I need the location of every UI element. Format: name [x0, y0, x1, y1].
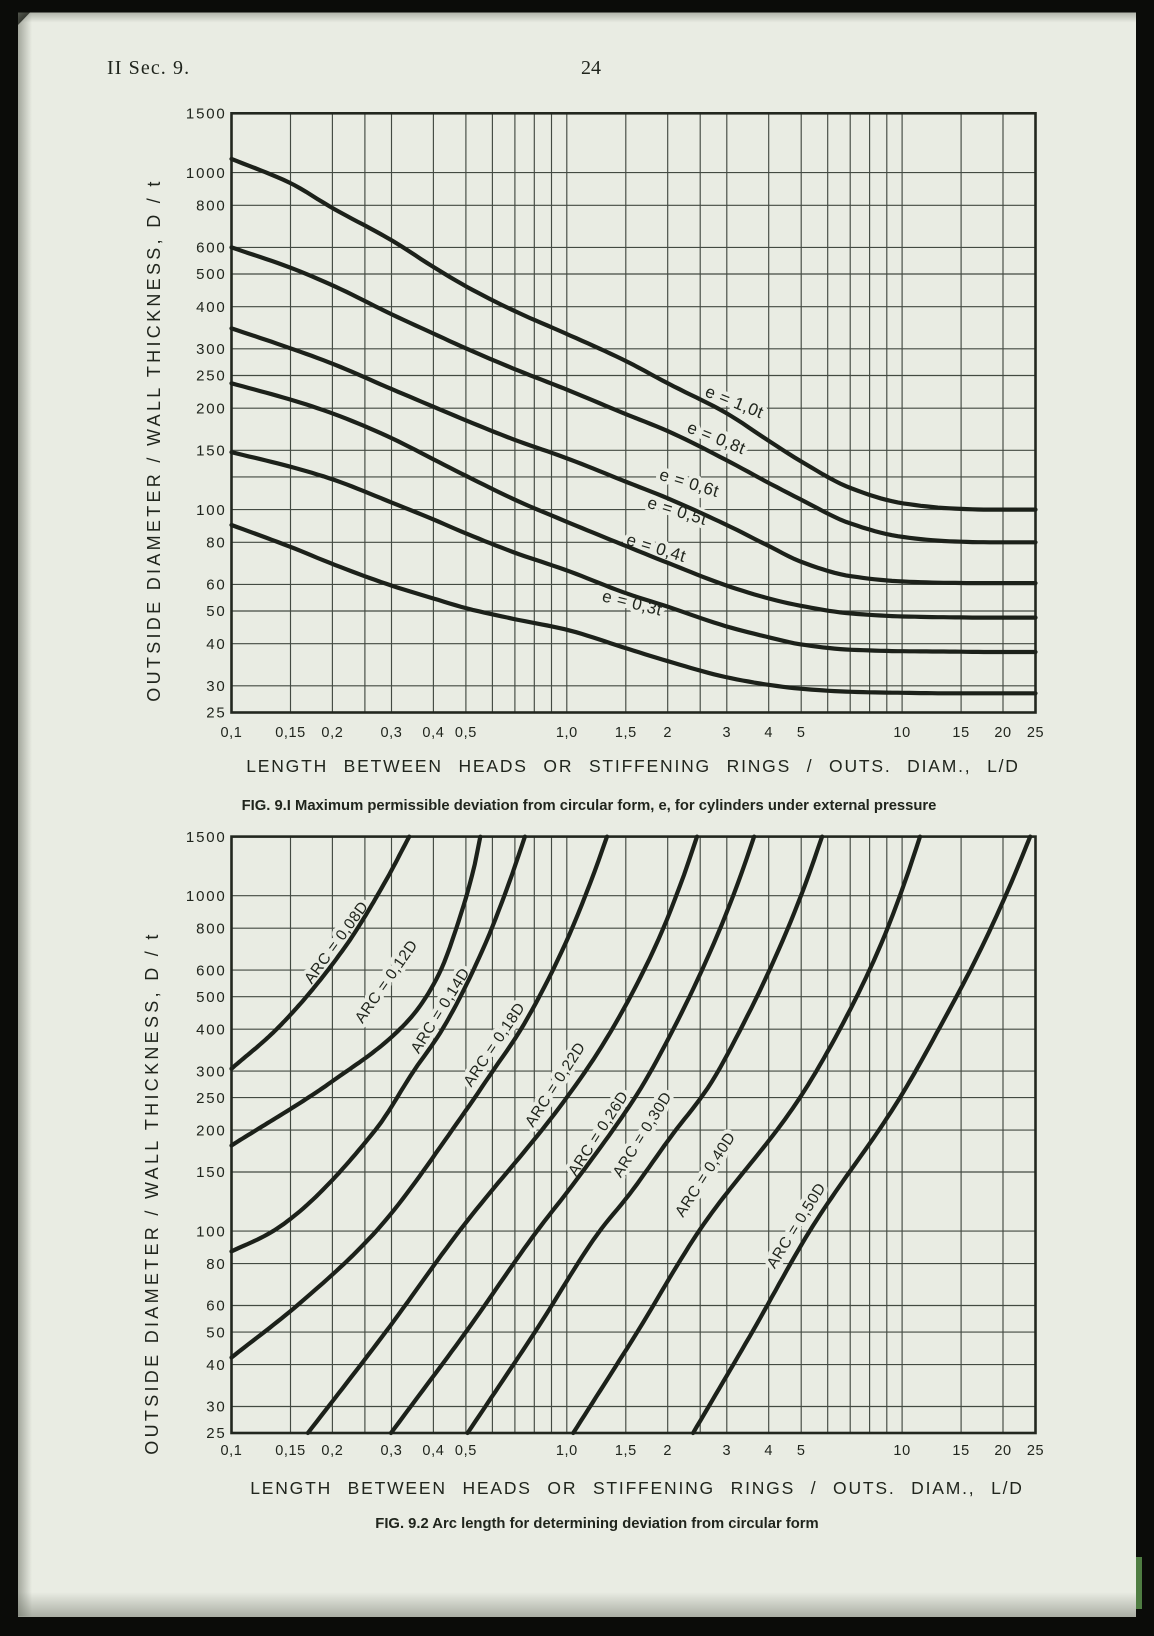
svg-text:1500: 1500: [186, 106, 227, 123]
svg-text:0,15: 0,15: [275, 1443, 306, 1459]
svg-text:2: 2: [663, 1443, 672, 1459]
svg-text:40: 40: [206, 636, 226, 653]
svg-text:0,3: 0,3: [381, 725, 403, 741]
svg-text:5: 5: [797, 725, 806, 741]
svg-text:100: 100: [196, 502, 226, 519]
svg-text:250: 250: [196, 1090, 226, 1107]
svg-text:2: 2: [663, 725, 672, 741]
svg-text:15: 15: [952, 1443, 969, 1459]
svg-text:0,2: 0,2: [321, 1443, 343, 1459]
svg-text:80: 80: [206, 535, 226, 552]
svg-text:500: 500: [196, 266, 226, 283]
svg-text:20: 20: [994, 725, 1011, 741]
svg-text:LENGTH BETWEEN HEADS OR STIFFE: LENGTH BETWEEN HEADS OR STIFFENING RINGS…: [246, 756, 1020, 776]
svg-text:OUTSIDE DIAMETER / WALL THICKN: OUTSIDE DIAMETER / WALL THICKNESS, D / t: [144, 178, 164, 701]
svg-text:3: 3: [722, 725, 731, 741]
svg-text:500: 500: [196, 989, 226, 1006]
svg-text:800: 800: [196, 920, 226, 937]
svg-text:80: 80: [206, 1256, 226, 1273]
svg-text:1,0: 1,0: [556, 1443, 578, 1459]
svg-text:4: 4: [764, 725, 773, 741]
svg-text:5: 5: [797, 1443, 806, 1459]
svg-text:3: 3: [722, 1443, 731, 1459]
svg-text:0,1: 0,1: [221, 1443, 243, 1459]
svg-text:0,1: 0,1: [221, 725, 243, 741]
svg-text:FIG. 9.I Maximum permissible: FIG. 9.I Maximum permissible deviation f…: [242, 798, 937, 814]
svg-text:II Sec. 9.: II Sec. 9.: [107, 57, 190, 79]
svg-text:1,0: 1,0: [556, 725, 578, 741]
svg-text:0,15: 0,15: [275, 725, 306, 741]
svg-text:150: 150: [196, 443, 226, 460]
svg-text:25: 25: [206, 1425, 226, 1442]
svg-text:25: 25: [1027, 725, 1044, 741]
svg-text:25: 25: [1027, 1443, 1044, 1459]
svg-text:1500: 1500: [186, 829, 227, 846]
svg-text:0,3: 0,3: [381, 1443, 403, 1459]
svg-text:40: 40: [206, 1357, 226, 1374]
svg-text:OUTSIDE DIAMETER / WALL THICKN: OUTSIDE DIAMETER / WALL THICKNESS, D / t: [142, 931, 162, 1454]
svg-text:0,2: 0,2: [321, 725, 343, 741]
svg-text:200: 200: [196, 1122, 226, 1139]
svg-text:10: 10: [893, 725, 910, 741]
svg-text:60: 60: [206, 577, 226, 594]
svg-text:1,5: 1,5: [615, 1443, 637, 1459]
svg-text:10: 10: [893, 1443, 910, 1459]
svg-text:250: 250: [196, 368, 226, 385]
svg-text:400: 400: [196, 299, 226, 316]
svg-text:150: 150: [196, 1164, 226, 1181]
svg-text:24: 24: [581, 57, 601, 79]
svg-text:0,5: 0,5: [455, 725, 477, 741]
svg-text:50: 50: [206, 603, 226, 620]
svg-text:800: 800: [196, 198, 226, 215]
svg-text:20: 20: [994, 1443, 1011, 1459]
svg-text:0,4: 0,4: [422, 1443, 444, 1459]
svg-text:25: 25: [206, 705, 226, 722]
svg-text:15: 15: [952, 725, 969, 741]
svg-text:300: 300: [196, 1063, 226, 1080]
svg-text:0,5: 0,5: [455, 1443, 477, 1459]
svg-text:30: 30: [206, 678, 226, 695]
svg-text:1000: 1000: [186, 888, 227, 905]
svg-text:4: 4: [764, 1443, 773, 1459]
svg-text:0,4: 0,4: [422, 725, 444, 741]
svg-text:600: 600: [196, 962, 226, 979]
svg-text:FIG. 9.2 Arc length for deter: FIG. 9.2 Arc length for determining devi…: [375, 1516, 818, 1532]
svg-text:1,5: 1,5: [615, 725, 637, 741]
svg-text:60: 60: [206, 1298, 226, 1315]
svg-text:30: 30: [206, 1399, 226, 1416]
svg-text:400: 400: [196, 1021, 226, 1038]
svg-text:50: 50: [206, 1324, 226, 1341]
svg-text:600: 600: [196, 240, 226, 257]
svg-text:1000: 1000: [186, 165, 227, 182]
svg-text:LENGTH BETWEEN HEADS OR STIFFE: LENGTH BETWEEN HEADS OR STIFFENING RINGS…: [250, 1478, 1024, 1498]
svg-text:200: 200: [196, 400, 226, 417]
svg-text:100: 100: [196, 1223, 226, 1240]
svg-text:300: 300: [196, 341, 226, 358]
